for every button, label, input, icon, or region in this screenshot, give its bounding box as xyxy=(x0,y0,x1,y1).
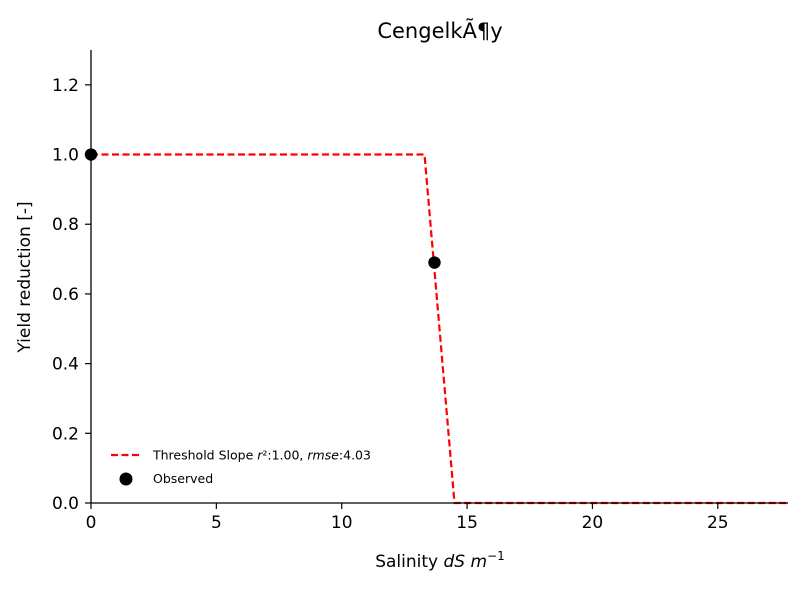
y-tick-label: 1.2 xyxy=(52,76,79,96)
x-tick-label: 25 xyxy=(707,513,729,533)
x-tick-label: 20 xyxy=(582,513,604,533)
y-tick-label: 0.6 xyxy=(52,285,79,305)
y-tick-label: 0.2 xyxy=(52,424,79,444)
y-axis-ticks: 0.0 0.2 0.4 0.6 0.8 1.0 1.2 xyxy=(52,76,91,514)
y-axis-label: Yield reduction [-] xyxy=(15,201,35,353)
y-tick-label: 0.8 xyxy=(52,215,79,235)
x-axis-ticks: 0 5 10 15 20 25 xyxy=(86,503,729,533)
observed-series xyxy=(84,148,441,269)
y-tick-label: 0.4 xyxy=(52,355,79,375)
threshold-slope-line xyxy=(91,153,788,505)
y-tick-label: 1.0 xyxy=(52,146,79,166)
x-axis-label: Salinity dS m−1 xyxy=(375,549,505,572)
chart-title: CengelkÃ¶y xyxy=(377,17,502,43)
y-tick-label: 0.0 xyxy=(52,494,79,514)
x-tick-label: 5 xyxy=(211,513,222,533)
x-tick-label: 10 xyxy=(331,513,353,533)
observed-point xyxy=(428,256,441,269)
legend-label-observed: Observed xyxy=(153,471,213,486)
legend-marker-swatch xyxy=(119,472,133,486)
legend-label-threshold-slope: Threshold Slope r²:1.00, rmse:4.03 xyxy=(152,448,371,463)
x-tick-label: 0 xyxy=(86,513,97,533)
threshold-slope-series xyxy=(91,153,788,505)
x-tick-label: 15 xyxy=(456,513,478,533)
legend: Threshold Slope r²:1.00, rmse:4.03 Obser… xyxy=(111,448,371,486)
